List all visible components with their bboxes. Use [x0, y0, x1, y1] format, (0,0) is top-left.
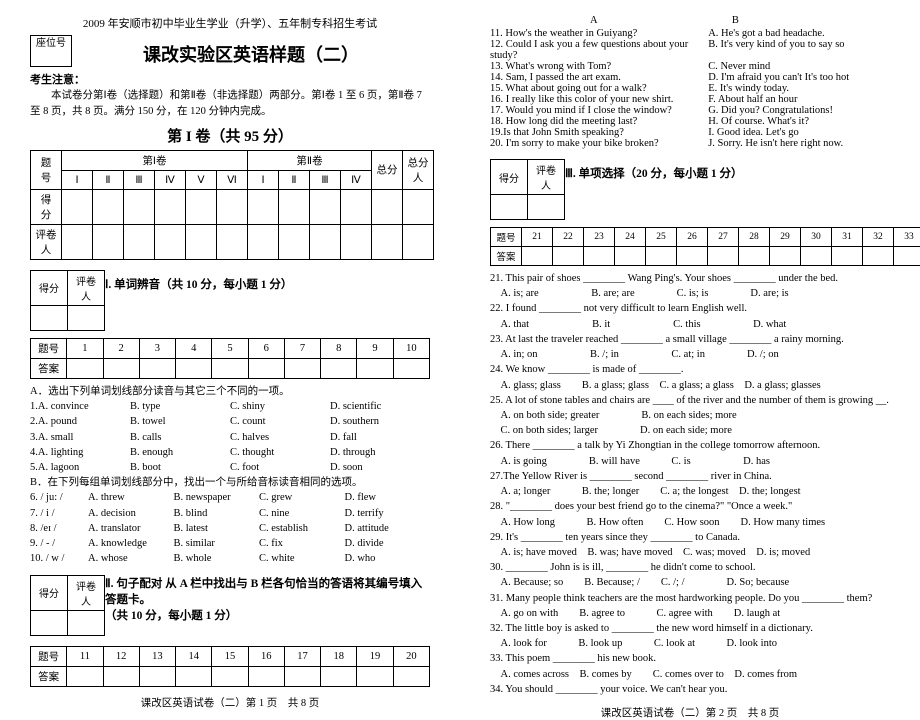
q5: 5.A. lagoonB. bootC. footD. soon — [30, 460, 430, 475]
row-label-marker: 评卷人 — [31, 224, 62, 259]
q27-opts: A. a; longer B. the; longer C. a; the lo… — [490, 484, 890, 499]
q23: 23. At last the traveler reached _______… — [490, 332, 890, 347]
vol1-group: 第Ⅰ卷 — [62, 150, 248, 170]
q1: 1.A. convinceB. typeC. shinyD. scientifi… — [30, 399, 430, 414]
footer-page-2: 课改区英语试卷（二）第 2 页 共 8 页 — [490, 705, 890, 720]
q3: 3.A. smallB. callsC. halvesD. fall — [30, 430, 430, 445]
footer-page-1: 课改区英语试卷（二）第 1 页 共 8 页 — [30, 695, 430, 710]
exam-header: 2009 年安顺市初中毕业生学业（升学）、五年制专科招生考试 — [30, 15, 430, 31]
q29: 29. It's ________ ten years since they _… — [490, 530, 890, 545]
q29-opts: A. is; have moved B. was; have moved C. … — [490, 545, 890, 560]
title-row: 座位号 课改实验区英语样题（二） — [30, 35, 430, 67]
pair-13: 13. What's wrong with Tom?C. Never mind — [490, 61, 890, 72]
q24: 24. We know ________ is made of ________… — [490, 362, 890, 377]
q28: 28. "________ does your best friend go t… — [490, 499, 890, 514]
q27: 27.The Yellow River is ________ second _… — [490, 469, 890, 484]
notice-title: 考生注意： — [30, 71, 430, 87]
pair-18: 18. How long did the meeting last?H. Of … — [490, 116, 890, 127]
part1-instrA: A．选出下列单词划线部分读音与其它三个不同的一项。 — [30, 384, 430, 399]
page-2: A B 11. How's the weather in Guiyang?A. … — [460, 0, 920, 650]
notice-line-1: 本试卷分第Ⅰ卷（选择题）和第Ⅱ卷（非选择题）两部分。第Ⅰ卷 1 至 6 页，第Ⅱ… — [30, 89, 430, 104]
q6: 6. / ju: /A. threwB. newspaperC. grewD. … — [30, 490, 430, 505]
pair-17: 17. Would you mind if I close the window… — [490, 105, 890, 116]
q10: 10. / w /A. whoseB. wholeC. whiteD. who — [30, 551, 430, 566]
part1-scorebox: 得分评卷人 — [30, 270, 105, 331]
total-person-col: 总分人 — [403, 150, 434, 189]
q33: 33. This poem ________ his new book. — [490, 651, 890, 666]
q23-opts: A. in; on B. /; in C. at; in D. /; on — [490, 347, 890, 362]
q31-opts: A. go on with B. agree to C. agree with … — [490, 606, 890, 621]
pair-11: 11. How's the weather in Guiyang?A. He's… — [490, 28, 890, 39]
vol2-group: 第Ⅱ卷 — [248, 150, 372, 170]
part1-answer-grid: 题号 12 34 56 78 910 答案 — [30, 338, 430, 379]
page-1: 2009 年安顺市初中毕业生学业（升学）、五年制专科招生考试 座位号 课改实验区… — [0, 0, 460, 650]
notice-line-2: 至 8 页，共 8 页。满分 150 分，在 120 分钟内完成。 — [30, 104, 430, 119]
q33-opts: A. comes across B. comes by C. comes ove… — [490, 667, 890, 682]
part2-answer-grid: 题号 1112 1314 1516 1718 1920 答案 — [30, 646, 430, 687]
total-col: 总分 — [372, 150, 403, 189]
q2: 2.A. poundB. towelC. countD. southern — [30, 414, 430, 429]
q9: 9. / - /A. knowledgeB. similarC. fixD. d… — [30, 536, 430, 551]
q26-opts: A. is going B. will have C. is D. has — [490, 454, 890, 469]
q4: 4.A. lightingB. enoughC. thoughtD. throu… — [30, 445, 430, 460]
pair-19: 19.Is that John Smith speaking?I. Good i… — [490, 127, 890, 138]
q21: 21. This pair of shoes ________ Wang Pin… — [490, 271, 890, 286]
part1-instrB: B．在下列每组单词划线部分中，找出一个与所给音标读音相同的选项。 — [30, 475, 430, 490]
q30-opts: A. Because; so B. Because; / C. /; / D. … — [490, 575, 890, 590]
pair-15: 15. What about going out for a walk?E. I… — [490, 83, 890, 94]
q8: 8. /eɪ /A. translatorB. latestC. establi… — [30, 521, 430, 536]
q28-opts: A. How long B. How often C. How soon D. … — [490, 515, 890, 530]
q32: 32. The little boy is asked to ________ … — [490, 621, 890, 636]
q31: 31. Many people think teachers are the m… — [490, 591, 890, 606]
row-label-score: 得 分 — [31, 189, 62, 224]
pair-14: 14. Sam, I passed the art exam.D. I'm af… — [490, 72, 890, 83]
q7: 7. / i /A. decisionB. blindC. nineD. ter… — [30, 506, 430, 521]
paper-title: 课改实验区英语样题（二） — [72, 35, 430, 67]
q25: 25. A lot of stone tables and chairs are… — [490, 393, 890, 408]
part3-answer-grid: 题号 21222324 25262728 29303132 33343536 3… — [490, 227, 920, 266]
part3-scorebox: 得分评卷人 — [490, 159, 565, 220]
q34: 34. You should ________ your voice. We c… — [490, 682, 890, 697]
q32-opts: A. look for B. look up C. look at D. loo… — [490, 636, 890, 651]
q30: 30. ________ John is is ill, ________ he… — [490, 560, 890, 575]
volume-1-title: 第 I 卷（共 95 分） — [30, 125, 430, 146]
score-summary-table: 题 号 第Ⅰ卷 第Ⅱ卷 总分 总分人 Ⅰ Ⅱ Ⅲ Ⅳ Ⅴ Ⅵ Ⅰ Ⅱ Ⅲ Ⅳ 得… — [30, 150, 434, 260]
ab-header: A B — [490, 15, 890, 28]
seat-number-box: 座位号 — [30, 35, 72, 67]
q22: 22. I found ________ not very difficult … — [490, 301, 890, 316]
row-label-num: 题 号 — [31, 150, 62, 189]
q22-opts: A. that B. it C. this D. what — [490, 317, 890, 332]
q26: 26. There ________ a talk by Yi Zhongtia… — [490, 438, 890, 453]
pair-20: 20. I'm sorry to make your bike broken?J… — [490, 138, 890, 149]
q25-opts-b: C. on both sides; larger D. on each side… — [490, 423, 890, 438]
page-spread: 2009 年安顺市初中毕业生学业（升学）、五年制专科招生考试 座位号 课改实验区… — [0, 0, 920, 650]
q24-opts: A. glass; glass B. a glass; glass C. a g… — [490, 378, 890, 393]
part2-scorebox: 得分评卷人 — [30, 575, 105, 636]
pair-12: 12. Could I ask you a few questions abou… — [490, 39, 890, 61]
q21-opts: A. is; are B. are; are C. is; is D. are;… — [490, 286, 890, 301]
q25-opts-a: A. on both side; greater B. on each side… — [490, 408, 890, 423]
pair-16: 16. I really like this color of your new… — [490, 94, 890, 105]
